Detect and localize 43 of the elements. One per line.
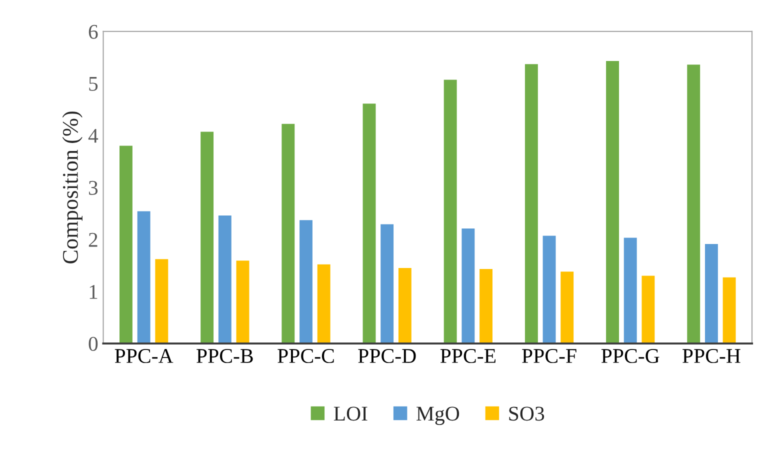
bar: [478, 268, 494, 344]
y-tick-label: 1: [90, 284, 98, 299]
y-axis-title: Composition (%): [62, 112, 82, 264]
bar: [542, 234, 557, 344]
bar: [560, 270, 574, 344]
bar: [443, 78, 458, 344]
bar: [298, 219, 314, 344]
legend-label: MgO: [416, 406, 460, 425]
y-tick-label: 0: [88, 336, 98, 351]
bar: [460, 228, 476, 344]
bar: [722, 276, 737, 344]
x-tick-label: PPC-C: [278, 349, 334, 364]
bar: [280, 123, 296, 344]
x-tick-label: PPC-A: [114, 349, 174, 364]
bar: [118, 144, 134, 344]
x-tick-label: PPC-F: [522, 349, 576, 364]
y-tick-label: 4: [88, 128, 98, 143]
bar: [218, 214, 232, 344]
bar: [362, 102, 377, 344]
y-tick-label: 3: [88, 180, 98, 195]
x-tick-label: PPC-G: [601, 349, 660, 364]
bar: [524, 63, 539, 344]
bar: [640, 274, 656, 344]
bar: [686, 64, 701, 344]
bar: [154, 258, 169, 344]
bar: [623, 236, 638, 344]
bar: [398, 267, 412, 344]
legend-label: LOI: [334, 406, 368, 421]
bar: [704, 243, 719, 344]
bar: [605, 60, 620, 344]
x-tick-label: PPC-D: [358, 349, 416, 364]
y-tick-label: 6: [88, 24, 98, 39]
bar: [200, 130, 214, 344]
bar: [316, 263, 332, 344]
bar: [380, 223, 394, 344]
y-tick-label: 2: [88, 232, 98, 247]
x-tick-label: PPC-E: [440, 349, 496, 364]
x-tick-label: PPC-H: [682, 349, 740, 364]
bar: [136, 210, 152, 344]
y-tick-label: 5: [89, 77, 98, 91]
legend-label: SO3: [509, 406, 544, 421]
x-tick-label: PPC-B: [196, 349, 253, 364]
bar: [235, 260, 250, 344]
